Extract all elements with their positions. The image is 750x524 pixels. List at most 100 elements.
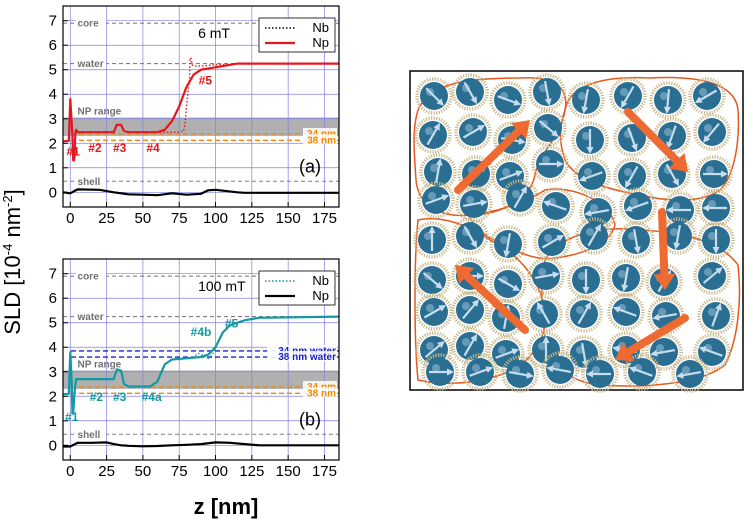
spin-arrow-head	[513, 99, 522, 106]
y-tick-label: 3	[49, 111, 57, 128]
nanoparticle-highlight	[426, 304, 434, 312]
spin-arrow-head	[520, 185, 527, 194]
x-tick-label: 50	[135, 210, 152, 227]
spin-arrow-head	[578, 175, 587, 182]
spin-arrow-head	[666, 206, 673, 214]
nanoparticle-highlight	[708, 200, 716, 208]
spin-arrow-head	[470, 240, 477, 249]
nanoparticle-highlight	[465, 124, 473, 132]
field-label: 100 mT	[198, 278, 246, 294]
nanoparticle	[501, 355, 539, 393]
nanoparticle-highlight	[424, 232, 432, 240]
spin-arrow-head	[542, 200, 551, 207]
spin-arrow-head	[447, 368, 454, 376]
x-tick-label: 0	[66, 210, 74, 227]
nanoparticle	[565, 295, 603, 333]
nanoparticle-highlight	[660, 92, 668, 100]
feature-label: #4b	[191, 325, 212, 339]
spin-arrow-head	[694, 96, 703, 103]
series-np	[62, 315, 340, 415]
spin-arrow-head	[436, 98, 444, 106]
legend-label: Np	[312, 288, 329, 303]
nanoparticle-shell	[533, 223, 571, 261]
spin-arrow-head	[477, 125, 486, 132]
x-tick-label: 100	[203, 210, 228, 227]
nanoparticle	[413, 221, 451, 259]
nanoparticle	[489, 265, 527, 303]
nanoparticle	[571, 121, 609, 159]
spin-arrow-head	[544, 98, 552, 106]
nanoparticle-shell	[693, 113, 731, 151]
nanoparticle-shell	[454, 113, 492, 151]
np-range-label: NP range	[78, 360, 122, 371]
domain-moment-arrow	[624, 314, 689, 356]
x-tick-label: 75	[171, 463, 188, 480]
spin-arrow-head	[438, 305, 447, 312]
nanoparticle-shell	[645, 263, 683, 301]
nanoparticle-highlight	[430, 164, 438, 172]
spin-arrow-head	[582, 287, 590, 294]
nanoparticle-highlight	[682, 366, 690, 374]
spin-arrow-head	[470, 333, 477, 342]
spin-arrow-head	[652, 313, 660, 321]
plot-frame	[62, 258, 340, 461]
nanoparticle-shell	[493, 121, 531, 159]
spin-arrow-head	[470, 96, 477, 105]
nanoparticle-highlight	[592, 366, 600, 374]
nanoparticle	[527, 331, 565, 369]
nanoparticle-highlight	[656, 344, 664, 352]
nanoparticle-highlight	[462, 338, 470, 346]
spin-arrow-head	[515, 170, 524, 177]
nanoparticle	[697, 189, 735, 227]
nanoparticle-shell	[688, 77, 726, 115]
spin-arrow-head	[542, 336, 550, 343]
x-tick-label: 125	[239, 463, 264, 480]
nanoparticle	[623, 353, 661, 391]
nanoparticle-highlight	[618, 270, 626, 278]
nanoparticle-highlight	[578, 272, 586, 280]
nanoparticle-shell	[573, 157, 611, 195]
nanoparticle-shell	[645, 333, 683, 371]
layer-label-bg	[303, 127, 337, 138]
spin-arrow-head	[471, 299, 479, 307]
nanoparticle	[617, 221, 655, 259]
nanoparticle-highlight	[704, 268, 712, 276]
spin-arrow-head	[437, 341, 445, 349]
nanoparticle-shell	[451, 291, 489, 329]
nanoparticle	[607, 293, 645, 331]
nanoparticle-highlight	[576, 306, 584, 314]
feature-label: #5	[225, 317, 239, 331]
x-tick-label: 150	[276, 210, 301, 227]
nanoparticle-shell	[537, 187, 575, 225]
nanoparticle-highlight	[708, 308, 716, 316]
layer-label: 38 nm	[307, 388, 336, 399]
nanoparticle	[501, 179, 539, 217]
spin-arrow-head	[503, 250, 511, 258]
nanoparticle-shell	[607, 293, 645, 331]
chart-panel-a: NP rangecorewatershell34 nm38 nm#1#2#3#4…	[49, 5, 340, 227]
spin-arrow-head	[702, 204, 709, 212]
y-tick-label: 7	[49, 13, 57, 30]
nanoparticle	[619, 187, 657, 225]
domain-moment-arrow	[658, 208, 669, 279]
spin-arrow-head	[663, 106, 671, 114]
nanoparticle-shell	[693, 257, 731, 295]
nanoparticle-shell	[671, 355, 709, 393]
legend	[258, 17, 336, 53]
nanoparticle-highlight	[428, 192, 436, 200]
feature-label: #4a	[142, 390, 162, 404]
nanoparticle-shell	[581, 355, 619, 393]
nanoparticle-highlight	[462, 302, 470, 310]
nanoparticle	[541, 351, 579, 389]
feature-label: #1	[66, 145, 80, 159]
np-range-label: NP range	[78, 107, 122, 118]
spin-arrow-head	[672, 178, 679, 187]
nanoparticle-shell	[421, 353, 459, 391]
nanoparticle	[567, 81, 605, 119]
domain-moment-arrow-head	[615, 342, 635, 362]
series-np	[62, 62, 339, 162]
layer-label-bg	[303, 380, 337, 391]
y-tick-label: 2	[49, 388, 57, 405]
panel-tag: (b)	[299, 410, 321, 430]
